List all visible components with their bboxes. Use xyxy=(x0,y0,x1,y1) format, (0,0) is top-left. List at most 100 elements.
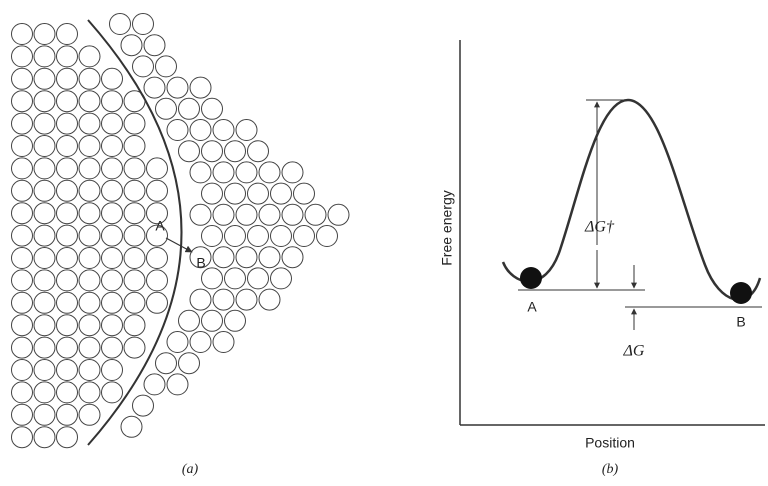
atom xyxy=(57,180,78,201)
state-ball-b xyxy=(730,282,752,304)
atom xyxy=(34,337,55,358)
atom xyxy=(57,248,78,269)
atom xyxy=(124,292,145,313)
atom xyxy=(79,315,100,336)
atom xyxy=(213,332,234,353)
atom xyxy=(34,68,55,89)
atom xyxy=(57,91,78,112)
atom xyxy=(213,289,234,310)
atom xyxy=(79,180,100,201)
atom xyxy=(12,360,33,381)
atom xyxy=(190,204,211,225)
atom xyxy=(12,404,33,425)
atom xyxy=(34,136,55,157)
atom xyxy=(225,141,246,162)
atom xyxy=(294,226,315,247)
atom xyxy=(156,353,177,374)
atom xyxy=(248,183,269,204)
atom xyxy=(34,158,55,179)
atom xyxy=(34,248,55,269)
atom xyxy=(294,183,315,204)
atom xyxy=(79,136,100,157)
atom xyxy=(259,247,280,268)
atom xyxy=(79,225,100,246)
atom xyxy=(190,289,211,310)
atom xyxy=(102,158,123,179)
atom xyxy=(167,374,188,395)
atom xyxy=(282,162,303,183)
atom xyxy=(57,136,78,157)
atom xyxy=(124,315,145,336)
jump-arrow xyxy=(166,238,192,252)
atom xyxy=(202,268,223,289)
atom xyxy=(34,24,55,45)
atom xyxy=(57,24,78,45)
atom xyxy=(34,203,55,224)
atom xyxy=(124,180,145,201)
atom xyxy=(133,56,154,77)
atom xyxy=(12,315,33,336)
atom xyxy=(102,292,123,313)
atom xyxy=(12,113,33,134)
atom xyxy=(34,225,55,246)
atom xyxy=(202,226,223,247)
atom xyxy=(12,24,33,45)
atom xyxy=(271,268,292,289)
atom xyxy=(147,270,168,291)
atom xyxy=(259,289,280,310)
atom xyxy=(12,382,33,403)
atom xyxy=(57,315,78,336)
atom xyxy=(179,353,200,374)
atom xyxy=(144,374,165,395)
atom xyxy=(34,382,55,403)
atom xyxy=(147,248,168,269)
figure: A B (a) Free energy Position ΔG† ΔG A B … xyxy=(0,0,768,486)
atom xyxy=(190,332,211,353)
atom xyxy=(79,91,100,112)
atom-label-b: B xyxy=(196,255,205,271)
atom xyxy=(102,315,123,336)
atom xyxy=(79,360,100,381)
atom xyxy=(236,204,257,225)
atom xyxy=(248,226,269,247)
state-label-b: B xyxy=(736,314,745,330)
atom xyxy=(79,248,100,269)
atom xyxy=(102,225,123,246)
atom xyxy=(102,270,123,291)
x-axis-label: Position xyxy=(585,435,635,451)
atom xyxy=(102,180,123,201)
atom xyxy=(57,68,78,89)
atom xyxy=(317,226,338,247)
energy-curve xyxy=(503,100,760,300)
state-ball-a xyxy=(520,267,542,289)
atom xyxy=(124,158,145,179)
atom xyxy=(121,416,142,437)
atom xyxy=(110,14,131,35)
atom xyxy=(34,315,55,336)
atom xyxy=(202,310,223,331)
atom xyxy=(124,203,145,224)
atom xyxy=(124,136,145,157)
atom xyxy=(12,46,33,67)
atom xyxy=(102,91,123,112)
atom xyxy=(57,46,78,67)
atom xyxy=(202,183,223,204)
atom xyxy=(34,46,55,67)
atom xyxy=(190,120,211,141)
atom xyxy=(225,310,246,331)
atom xyxy=(12,91,33,112)
atom xyxy=(34,91,55,112)
atom xyxy=(57,225,78,246)
atom xyxy=(102,203,123,224)
atom xyxy=(12,203,33,224)
atom xyxy=(34,292,55,313)
atom xyxy=(248,268,269,289)
atom xyxy=(57,360,78,381)
atom xyxy=(147,292,168,313)
atom xyxy=(102,113,123,134)
atom xyxy=(271,183,292,204)
atom xyxy=(213,120,234,141)
atom xyxy=(57,337,78,358)
atom xyxy=(34,404,55,425)
atom xyxy=(12,292,33,313)
